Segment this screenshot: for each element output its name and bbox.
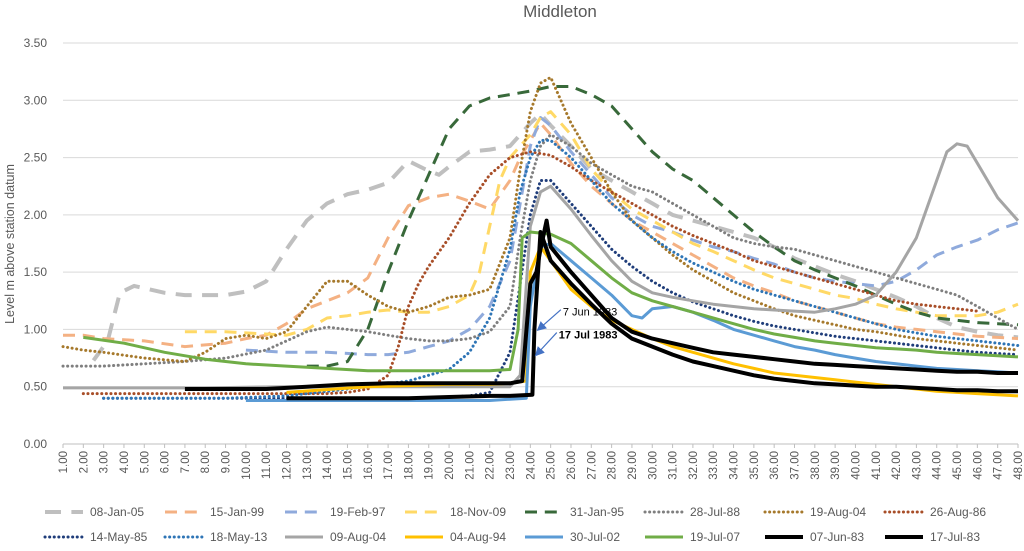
- legend-entry: 18-Nov-09: [450, 505, 506, 519]
- series-line-18-may-13: [102, 138, 1020, 400]
- series-line-19-aug-04: [61, 75, 1020, 363]
- x-tick-label: 9.00: [221, 451, 233, 473]
- legend-entry: 04-Aug-94: [450, 530, 506, 544]
- x-tick-label: 14.00: [322, 451, 334, 480]
- legend-entry: 30-Jul-02: [570, 530, 620, 544]
- legend-entry: 08-Jan-05: [90, 505, 144, 519]
- x-tick-label: 25.00: [546, 451, 558, 480]
- x-tick-label: 48.00: [1013, 451, 1024, 480]
- y-tick-label: 3.00: [24, 93, 48, 107]
- x-tick-label: 33.00: [708, 451, 720, 480]
- series-line-26-aug-86: [81, 150, 979, 396]
- x-tick-label: 38.00: [810, 451, 822, 480]
- x-tick-label: 34.00: [729, 451, 741, 480]
- legend-entry: 28-Jul-88: [690, 505, 740, 519]
- series-line-07-jun-83: [184, 218, 1018, 391]
- x-tick-label: 27.00: [586, 451, 598, 480]
- x-tick-label: 5.00: [139, 451, 151, 473]
- series-lines: [61, 75, 1020, 402]
- x-tick-label: 39.00: [830, 451, 842, 480]
- series-line-17-jul-83: [286, 230, 1018, 401]
- x-tick-label: 8.00: [200, 451, 212, 473]
- series-line-18-nov-09: [184, 110, 1019, 337]
- x-tick-label: 26.00: [566, 451, 578, 480]
- x-tick-label: 46.00: [972, 451, 984, 480]
- x-tick-label: 11.00: [261, 451, 273, 479]
- x-tick-label: 41.00: [871, 451, 883, 480]
- y-tick-label: 0.50: [24, 380, 48, 394]
- x-tick-label: 10.00: [241, 451, 253, 480]
- x-tick-label: 23.00: [505, 451, 517, 480]
- legend-entry: 15-Jan-99: [210, 505, 264, 519]
- x-tick-label: 44.00: [932, 451, 944, 480]
- chart-title: Middleton: [523, 2, 597, 21]
- x-tick-label: 7.00: [180, 451, 192, 473]
- x-tick-label: 2.00: [78, 451, 90, 473]
- y-tick-label: 1.50: [24, 265, 48, 279]
- y-axis-label: Level m above station datum: [3, 164, 17, 324]
- x-tick-label: 4.00: [119, 451, 131, 473]
- x-tick-label: 12.00: [282, 451, 294, 480]
- x-tick-label: 35.00: [749, 451, 761, 480]
- x-tick-label: 47.00: [993, 451, 1005, 480]
- x-tick-label: 6.00: [160, 451, 172, 473]
- legend-entry: 09-Aug-04: [330, 530, 386, 544]
- y-tick-label: 0.00: [24, 437, 48, 451]
- series-line-19-feb-97: [245, 116, 1019, 357]
- x-axis-ticks: 1.00 2.00 3.00 4.00 5.00 6.00 7.00 8.00 9.00 10.0…: [58, 444, 1024, 480]
- x-tick-label: 18.00: [403, 451, 415, 480]
- legend-entry: 31-Jan-95: [570, 505, 624, 519]
- x-tick-label: 42.00: [891, 451, 903, 480]
- x-tick-label: 20.00: [444, 451, 456, 480]
- annotation-label: 17 Jul 1983: [559, 330, 618, 342]
- x-tick-label: 3.00: [99, 451, 111, 473]
- legend-entry: 19-Aug-04: [810, 505, 866, 519]
- x-tick-label: 29.00: [627, 451, 639, 480]
- x-tick-label: 31.00: [668, 451, 680, 480]
- y-tick-label: 1.00: [24, 322, 48, 336]
- x-tick-label: 22.00: [485, 451, 497, 480]
- x-tick-label: 32.00: [688, 451, 700, 480]
- x-tick-label: 30.00: [647, 451, 659, 480]
- y-axis-ticks: 0.00 0.50 1.00 1.50 2.00 2.50 3.00 3.50: [24, 36, 48, 451]
- legend-entry: 19-Jul-07: [690, 530, 740, 544]
- x-tick-label: 28.00: [607, 451, 619, 480]
- series-line-19-jul-07: [83, 230, 1019, 373]
- x-tick-label: 19.00: [424, 451, 436, 480]
- x-tick-label: 16.00: [363, 451, 375, 480]
- series-line-08-jan-05: [91, 112, 1019, 362]
- x-tick-label: 45.00: [952, 451, 964, 480]
- legend: 08-Jan-05 15-Jan-99 19-Feb-97 18-Nov-09 31-J…: [43, 505, 986, 544]
- series-line-04-aug-94: [286, 245, 1019, 398]
- series-line-09-aug-04: [63, 142, 1020, 390]
- x-tick-label: 40.00: [850, 451, 862, 480]
- y-tick-label: 2.50: [24, 151, 48, 165]
- x-tick-label: 1.00: [58, 451, 70, 473]
- legend-entry: 18-May-13: [210, 530, 268, 544]
- legend-entry: 17-Jul-83: [930, 530, 980, 544]
- x-tick-label: 17.00: [383, 451, 395, 480]
- y-tick-label: 3.50: [24, 36, 48, 50]
- x-tick-label: 43.00: [911, 451, 923, 480]
- x-tick-label: 37.00: [789, 451, 801, 480]
- annotation-arrow: [536, 309, 562, 332]
- x-tick-label: 15.00: [342, 451, 354, 480]
- legend-entry: 14-May-85: [90, 530, 148, 544]
- annotations: 7 Jun 1983 17 Jul 1983: [534, 307, 618, 357]
- legend-entry: 19-Feb-97: [330, 505, 386, 519]
- annotation-arrow: [534, 332, 558, 357]
- x-tick-label: 36.00: [769, 451, 781, 480]
- legend-entry: 07-Jun-83: [810, 530, 864, 544]
- x-tick-label: 13.00: [302, 451, 314, 480]
- legend-entry: 26-Aug-86: [930, 505, 986, 519]
- x-tick-label: 21.00: [464, 451, 476, 480]
- x-tick-label: 24.00: [525, 451, 537, 480]
- y-tick-label: 2.00: [24, 208, 48, 222]
- annotation-label: 7 Jun 1983: [563, 307, 617, 319]
